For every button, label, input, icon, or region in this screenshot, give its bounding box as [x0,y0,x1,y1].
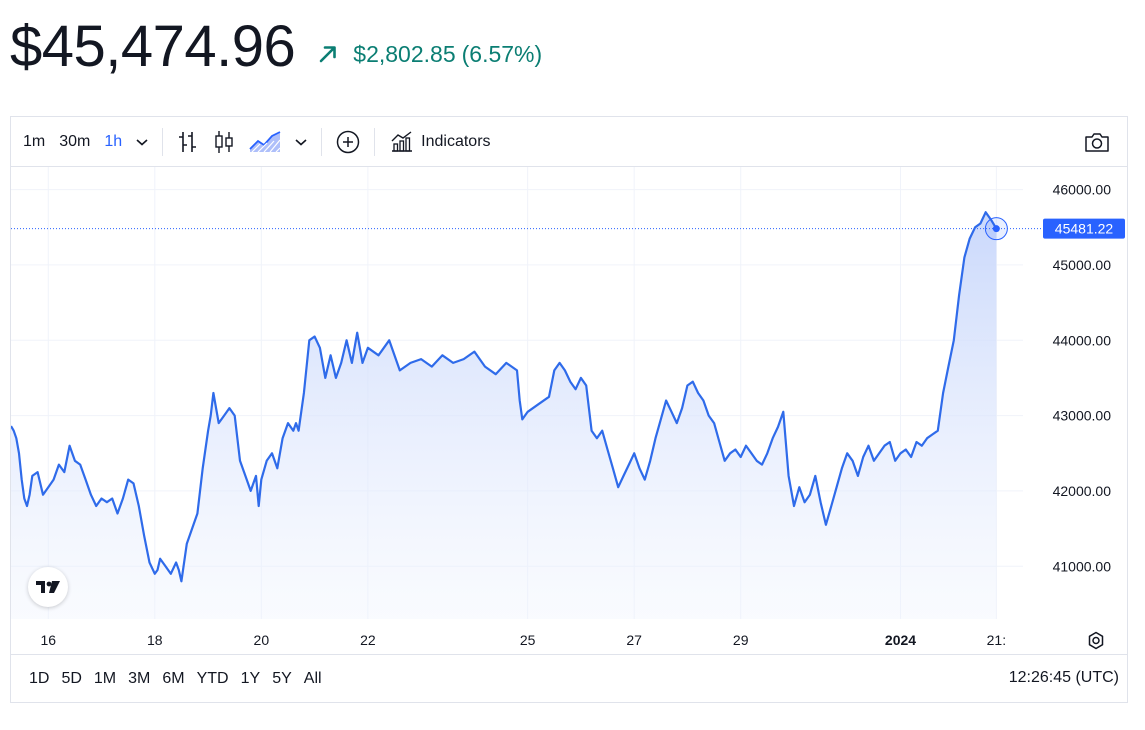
range-3m-label: 3M [128,669,151,687]
toolbar-divider [162,127,164,156]
area-chart-icon [249,130,281,152]
screenshot-button[interactable] [1077,125,1117,159]
x-tick-label: 18 [147,632,163,648]
y-tick-label: 44000.00 [1053,332,1112,348]
plus-circle-icon [336,130,360,153]
y-tick-label: 45000.00 [1053,257,1112,273]
range-ytd-label: YTD [196,669,229,687]
toolbar-divider [374,127,376,156]
range-6m-label: 6M [162,669,185,687]
range-ytd[interactable]: YTD [191,663,235,695]
camera-icon [1085,133,1109,152]
indicators-icon [391,130,413,152]
last-price-label: 45481.22 [1055,221,1114,237]
range-1y[interactable]: 1Y [235,663,267,695]
last-price-dot [992,225,1000,233]
price-chart[interactable]: 46000.00 45000.00 44000.00 43000.00 42000.00… [10,167,1127,655]
range-5d[interactable]: 5D [55,663,87,695]
gear-icon [1088,631,1104,650]
range-1m-label: 1M [93,669,117,687]
candlestick-icon [215,130,233,153]
indicators-button[interactable]: Indicators [382,125,497,159]
last-price-badge [1043,218,1125,239]
range-all-label: All [303,669,322,687]
interval-1m[interactable]: 1m [16,125,52,159]
y-tick-label: 41000.00 [1053,558,1112,574]
interval-30m[interactable]: 30m [52,125,97,159]
chart-area[interactable]: 46000.00 45000.00 44000.00 43000.00 42000.00… [10,167,1127,655]
indicators-label: Indicators [421,132,491,150]
price-change: $2,802.85 (6.57%) [317,41,542,68]
chart-type-dropdown[interactable] [288,125,314,159]
change-percent: (6.57%) [461,40,543,67]
x-tick-label: 2024 [885,632,916,648]
range-all[interactable]: All [298,663,328,695]
range-5d-label: 5D [61,669,82,687]
range-1m[interactable]: 1M [88,663,122,695]
chart-widget: 1m 30m 1h [10,116,1128,703]
range-bar: 1D 5D 1M 3M 6M YTD 1Y 5Y All 12:26:45 (U… [11,654,1127,702]
x-tick-label: 21: [987,632,1006,648]
chevron-down-icon [136,138,148,146]
range-3m[interactable]: 3M [122,663,156,695]
interval-1m-label: 1m [23,132,46,150]
candles-chart-type-button[interactable] [206,125,242,159]
arrow-up-right-icon [319,46,337,63]
x-tick-label: 25 [520,632,536,648]
x-tick-label: 20 [254,632,270,648]
tradingview-logo-icon [36,581,60,593]
price-area-fill [11,212,997,619]
range-5y-label: 5Y [272,669,292,687]
interval-1h-label: 1h [104,132,123,150]
toolbar-divider [321,127,323,156]
bar-chart-type-button[interactable] [170,125,206,159]
tradingview-logo[interactable] [28,567,68,607]
price-line [10,211,998,583]
y-tick-label: 46000.00 [1053,182,1112,198]
compare-symbol-button[interactable] [329,125,367,159]
range-1y-label: 1Y [240,669,261,687]
ohlc-bars-icon [179,131,197,152]
y-tick-label: 42000.00 [1053,483,1112,499]
chart-toolbar: 1m 30m 1h [11,117,1127,167]
range-1d[interactable]: 1D [23,663,55,695]
interval-1h[interactable]: 1h [97,125,129,159]
range-5y[interactable]: 5Y [266,663,298,695]
price-header: $45,474.96 $2,802.85 (6.57%) [10,12,542,82]
x-tick-label: 16 [40,632,56,648]
x-tick-label: 22 [360,632,376,648]
chart-settings-button[interactable] [1085,630,1107,652]
range-1d-label: 1D [29,669,50,687]
x-tick-label: 27 [626,632,642,648]
interval-30m-label: 30m [59,132,91,150]
area-chart-type-button[interactable] [242,125,288,159]
current-price: $45,474.96 [10,14,296,79]
y-tick-label: 43000.00 [1053,408,1112,424]
interval-dropdown[interactable] [129,125,155,159]
change-amount: $2,802.85 [353,40,456,67]
range-6m[interactable]: 6M [156,663,190,695]
utc-clock[interactable]: 12:26:45 (UTC) [1008,669,1119,686]
x-tick-label: 29 [733,632,749,648]
chevron-down-icon [295,138,307,146]
